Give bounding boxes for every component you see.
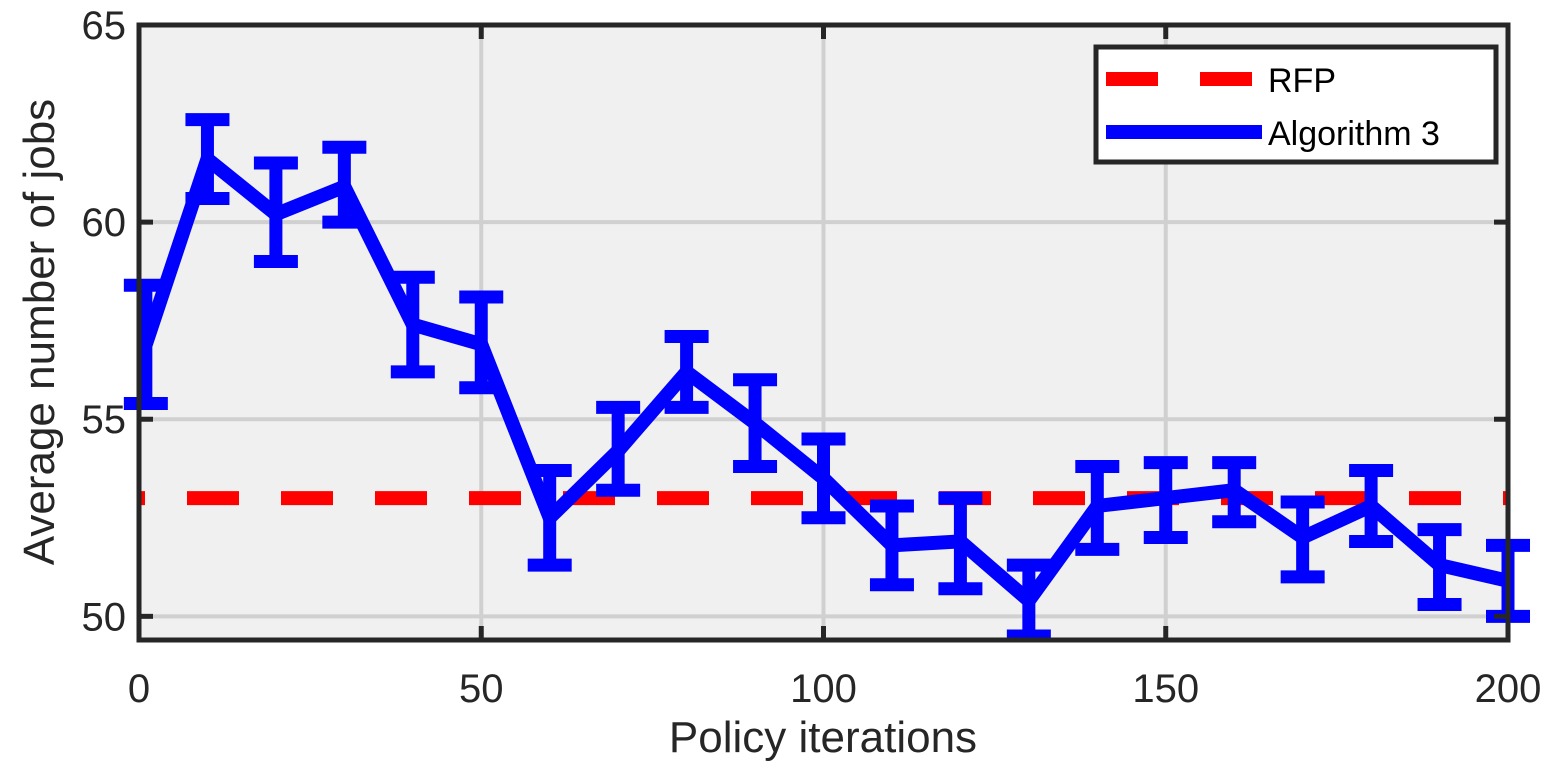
error-bar <box>1349 463 1394 548</box>
error-bar <box>459 290 504 395</box>
y-tick-label: 65 <box>82 4 127 48</box>
error-bar <box>1143 456 1188 544</box>
error-bar <box>596 400 641 497</box>
x-tick-labels: 0 50 100 150 200 <box>128 667 1542 711</box>
error-bar <box>1006 558 1051 643</box>
legend: RFP Algorithm 3 <box>1093 44 1499 165</box>
error-bar <box>1417 523 1462 612</box>
legend-label-algorithm-3: Algorithm 3 <box>1268 115 1440 153</box>
error-bar <box>938 491 983 596</box>
error-bar <box>185 113 230 205</box>
error-bar <box>1212 456 1257 529</box>
error-bar <box>801 432 846 525</box>
y-tick-labels: 50 55 60 65 <box>82 4 127 639</box>
error-bar <box>390 270 435 379</box>
error-bar <box>253 156 298 269</box>
error-bar <box>664 329 709 414</box>
legend-box <box>1093 44 1499 165</box>
x-axis-label: Policy iterations <box>669 713 977 762</box>
error-bar <box>1075 460 1120 556</box>
x-tick-label: 100 <box>790 667 857 711</box>
y-tick-label: 60 <box>82 201 127 245</box>
error-bar <box>322 140 367 229</box>
error-bar <box>733 373 778 474</box>
y-tick-label: 55 <box>82 398 127 442</box>
x-tick-label: 0 <box>128 667 150 711</box>
legend-label-rfp: RFP <box>1268 62 1336 100</box>
x-tick-label: 200 <box>1475 667 1542 711</box>
y-axis-label: Average number of jobs <box>15 99 64 565</box>
error-bar <box>869 499 914 592</box>
series-algorithm-3 <box>123 113 1530 643</box>
error-bar <box>527 463 572 572</box>
x-tick-label: 50 <box>459 667 504 711</box>
x-tick-label: 150 <box>1132 667 1199 711</box>
error-bar <box>123 278 168 410</box>
error-bar <box>1280 495 1325 584</box>
y-tick-label: 50 <box>82 595 127 639</box>
axes <box>136 22 1511 643</box>
